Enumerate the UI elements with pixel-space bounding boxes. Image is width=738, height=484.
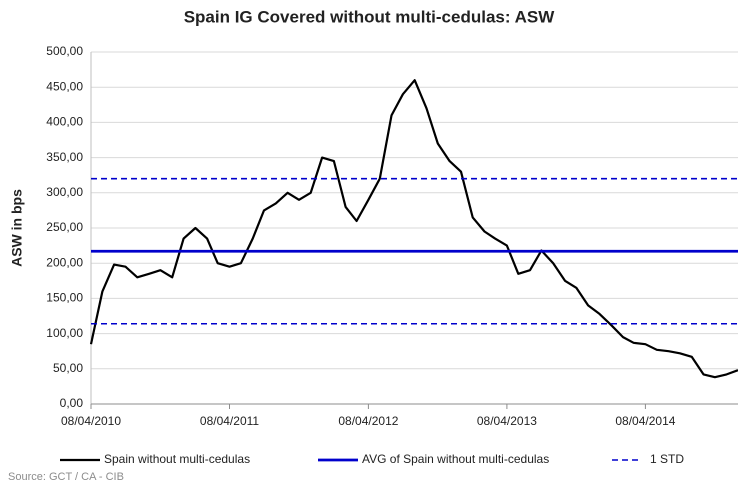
x-tick-label: 08/04/2011 <box>200 414 259 428</box>
y-tick-label: 300,00 <box>46 185 83 199</box>
y-tick-label: 50,00 <box>53 361 83 375</box>
x-tick-label: 08/04/2014 <box>615 414 675 428</box>
source-note: Source: GCT / CA - CIB <box>8 471 124 483</box>
y-tick-label: 350,00 <box>46 150 83 164</box>
chart-title: Spain IG Covered without multi-cedulas: … <box>184 7 556 26</box>
y-tick-label: 100,00 <box>46 326 83 340</box>
y-tick-label: 500,00 <box>46 44 83 58</box>
y-tick-label: 400,00 <box>46 115 83 129</box>
y-tick-label: 200,00 <box>46 255 83 269</box>
x-tick-label: 08/04/2013 <box>477 414 537 428</box>
legend-label: AVG of Spain without multi-cedulas <box>362 452 549 466</box>
x-tick-label: 08/04/2012 <box>338 414 398 428</box>
y-tick-label: 0,00 <box>60 396 84 410</box>
x-tick-label: 08/04/2010 <box>61 414 121 428</box>
legend-label: 1 STD <box>650 452 684 466</box>
y-tick-label: 450,00 <box>46 79 83 93</box>
y-tick-label: 250,00 <box>46 220 83 234</box>
y-tick-label: 150,00 <box>46 291 83 305</box>
y-axis-label: ASW in bps <box>9 189 25 267</box>
legend-label: Spain without multi-cedulas <box>104 452 250 466</box>
data-line <box>89 79 738 379</box>
